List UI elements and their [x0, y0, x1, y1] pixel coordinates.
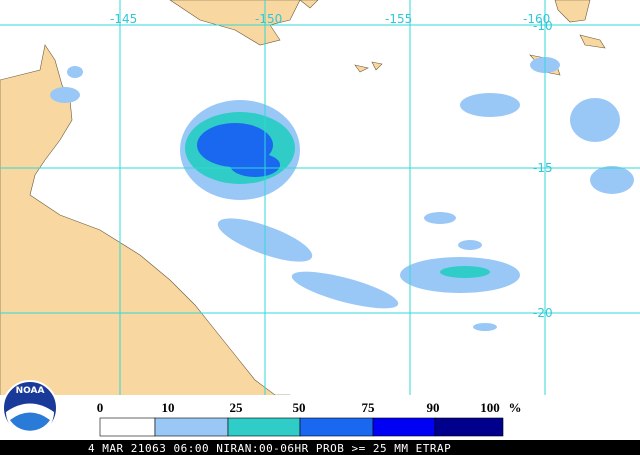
colorbar — [99, 417, 504, 437]
footer-text: 4 MAR 21063 06:00 NIRAN:00-06HR PROB >= … — [88, 442, 451, 455]
legend-label: 10 — [162, 400, 175, 415]
lon-label: -155 — [385, 12, 412, 26]
graticule — [0, 0, 640, 395]
noaa-logo: NOAA — [2, 380, 58, 436]
lat-label: -15 — [533, 161, 553, 175]
lat-label: -10 — [533, 19, 553, 33]
legend-label: 100 — [480, 400, 500, 415]
lon-label: -160 — [523, 12, 550, 26]
legend-unit: % — [509, 400, 522, 415]
lon-label: -145 — [110, 12, 137, 26]
footer-bar — [0, 440, 640, 455]
legend-label: 90 — [427, 400, 440, 415]
legend-label: 50 — [293, 400, 306, 415]
lon-label: -150 — [255, 12, 282, 26]
lat-label: -20 — [533, 306, 553, 320]
logo-text: NOAA — [16, 386, 45, 396]
legend-label: 25 — [230, 400, 244, 415]
legend-label: 0 — [97, 400, 104, 415]
legend-label: 75 — [362, 400, 376, 415]
